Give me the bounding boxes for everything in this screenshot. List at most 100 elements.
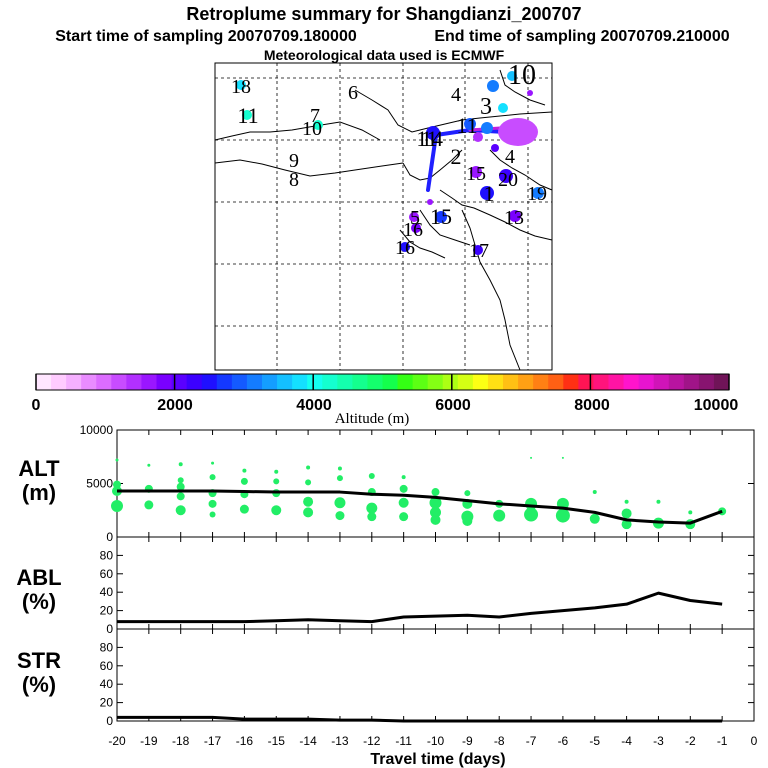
colorbar-swatch	[548, 374, 564, 390]
x-tick-label: 0	[751, 734, 758, 748]
altitude-scatter-point	[431, 488, 440, 497]
altitude-scatter-point	[271, 505, 282, 516]
day-label: 7	[310, 105, 320, 127]
colorbar-swatch	[713, 374, 730, 390]
colorbar-swatch	[337, 374, 353, 390]
altitude-scatter-point	[592, 490, 597, 495]
y-tick-label: 40	[100, 677, 114, 691]
altitude-scatter-point	[401, 475, 406, 480]
altitude-scatter-point	[589, 513, 600, 524]
day-label: 10	[508, 60, 536, 91]
x-tick-label: -7	[526, 734, 537, 748]
colorbar-swatch	[397, 374, 414, 390]
altitude-scatter-point	[209, 511, 216, 518]
day-label: 15	[466, 163, 486, 185]
altitude-scatter-point	[273, 478, 280, 485]
colorbar-swatch	[36, 374, 52, 390]
border-line	[354, 89, 553, 133]
colorbar-swatch	[231, 374, 248, 390]
altitude-scatter-point	[530, 456, 533, 459]
trajectory-map: 18 6 4 10 11 7 10 3 11 14 11 2 9 8 4 20 …	[214, 60, 553, 371]
colorbar-swatch	[261, 374, 278, 390]
altitude-scatter-point	[240, 477, 248, 485]
cluster-marker	[527, 90, 533, 96]
altitude-scatter-point	[115, 458, 119, 462]
altitude-scatter-point	[209, 474, 216, 481]
start-time-label: Start time of sampling 20070709.180000	[55, 28, 357, 45]
colorbar-swatch	[216, 374, 233, 390]
altitude-scatter-point	[430, 514, 441, 525]
colorbar-swatch	[563, 374, 579, 390]
altitude-scatter-point	[399, 512, 409, 522]
colorbar-swatch	[623, 374, 640, 390]
day-label: 10	[302, 118, 322, 140]
cluster-marker	[313, 120, 323, 130]
panel-alt: 0 5000 10000	[80, 423, 755, 544]
altitude-scatter-point	[656, 499, 661, 504]
altitude-scatter-point	[211, 461, 215, 465]
border-line	[499, 69, 546, 106]
altitude-scatter-point	[624, 499, 629, 504]
cluster-marker	[509, 210, 521, 222]
colorbar-swatch	[518, 374, 534, 390]
altitude-scatter-point	[430, 506, 441, 518]
altitude-scatter-point	[399, 484, 408, 493]
day-label: 5	[410, 207, 420, 229]
border-line	[419, 209, 471, 246]
colorbar-swatch	[292, 374, 308, 390]
altitude-scatter-point	[274, 469, 279, 474]
colorbar-swatch	[307, 374, 323, 390]
cluster-marker	[499, 169, 513, 183]
altitude-scatter-point	[464, 490, 471, 497]
x-tick-label: -10	[427, 734, 445, 748]
day-label: 16	[395, 237, 415, 259]
altitude-scatter-point	[335, 511, 345, 521]
x-tick-label: -15	[268, 734, 286, 748]
alt-panel-label: ALT	[18, 456, 60, 481]
colorbar-swatch	[698, 374, 715, 390]
abl-panel-label: ABL	[16, 565, 61, 590]
series-line	[117, 591, 723, 624]
altitude-scatter-point	[367, 512, 377, 522]
altitude-scatter-point	[176, 482, 185, 491]
cluster-marker	[464, 118, 476, 130]
altitude-scatter-point	[305, 479, 312, 486]
day-label: 14	[421, 126, 443, 151]
colorbar-swatch	[382, 374, 399, 390]
altitude-scatter-point	[178, 462, 183, 467]
cluster-marker	[236, 80, 246, 90]
colorbar-swatch	[412, 374, 429, 390]
colorbar-swatch	[246, 374, 263, 390]
altitude-scatter-point	[175, 505, 186, 516]
y-tick-label: 5000	[86, 477, 113, 491]
x-tick-label: -12	[363, 734, 381, 748]
border-line	[439, 189, 553, 241]
altitude-scatter-point	[429, 496, 442, 509]
panel-abl: 0 20 40 60 80	[100, 536, 755, 636]
altitude-scatter-point	[337, 466, 342, 471]
x-tick-label: -16	[236, 734, 254, 748]
x-tick-label: -17	[204, 734, 222, 748]
colorbar-swatch	[126, 374, 142, 390]
day-label: 20	[498, 169, 518, 191]
met-data-label: Meteorological data used is ECMWF	[264, 47, 505, 63]
cluster-marker	[498, 103, 508, 113]
y-tick-label: 0	[106, 714, 113, 728]
border-line	[214, 121, 381, 141]
cluster-marker	[435, 211, 447, 223]
cluster-marker	[487, 80, 499, 92]
colorbar-swatch	[442, 374, 459, 390]
cluster-marker	[498, 118, 538, 146]
str-panel-label: STR	[17, 648, 61, 673]
colorbar-swatch	[533, 374, 549, 390]
border-line	[214, 159, 404, 177]
y-tick-label: 40	[100, 585, 114, 599]
border-line	[489, 149, 553, 191]
day-label: 16	[403, 219, 423, 241]
colorbar-swatch	[51, 374, 67, 390]
altitude-scatter-point	[303, 507, 314, 518]
colorbar-swatch	[141, 374, 158, 390]
